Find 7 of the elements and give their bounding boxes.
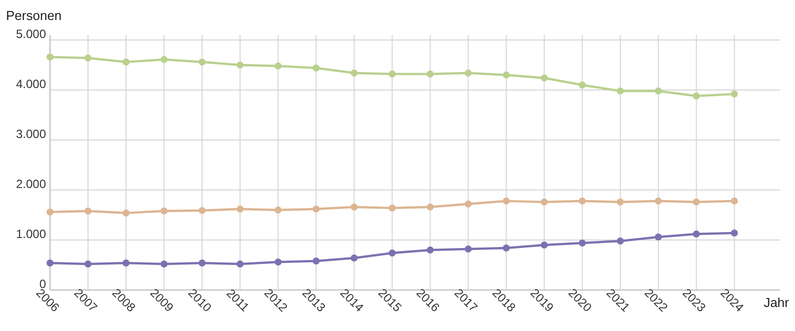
- y-tick-label: 5.000: [16, 27, 46, 41]
- y-axis-title: Personen: [6, 8, 62, 23]
- y-tick-label: 2.000: [16, 177, 46, 191]
- y-tick-label: 4.000: [16, 77, 46, 91]
- x-axis-title: Jahr: [764, 295, 790, 310]
- y-tick-label: 3.000: [16, 127, 46, 141]
- y-tick-label: 1.000: [16, 227, 46, 241]
